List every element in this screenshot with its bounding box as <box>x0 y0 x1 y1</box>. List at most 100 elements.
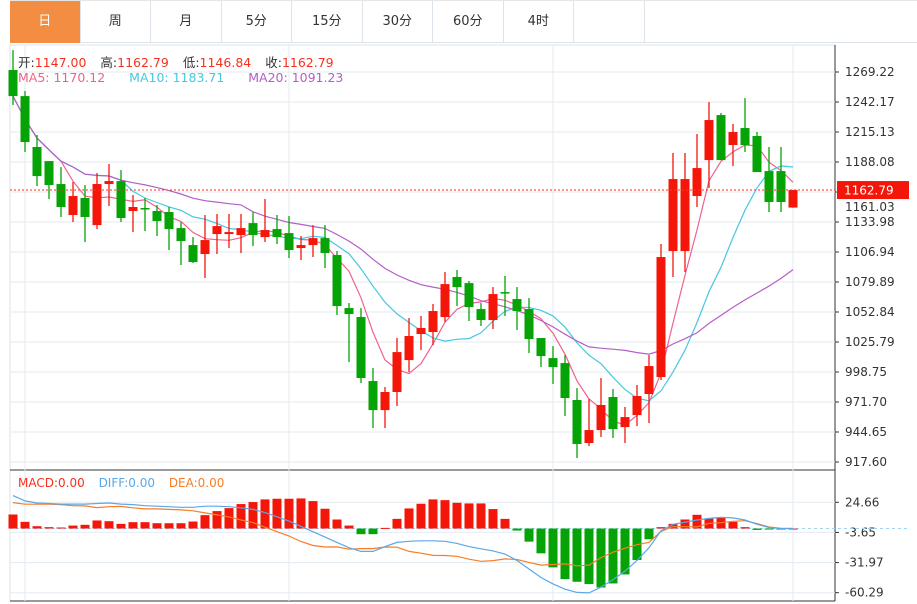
high-value: 1162.79 <box>117 55 169 70</box>
candle-body <box>680 179 690 252</box>
candle-body <box>512 299 522 312</box>
candle-body <box>20 96 30 143</box>
macd-bar <box>152 523 162 529</box>
candle <box>44 161 54 200</box>
macd-bar <box>380 527 390 529</box>
macd-bar <box>164 523 174 529</box>
macd-bar <box>68 525 78 529</box>
macd-bar <box>536 528 546 554</box>
candle-body <box>308 238 318 246</box>
candle-body <box>476 309 486 321</box>
tab-0[interactable]: 日 <box>10 1 81 43</box>
macd-bar <box>356 528 366 535</box>
macd-tick-label: -60.29 <box>845 586 884 600</box>
tab-5[interactable]: 30分 <box>363 1 433 43</box>
macd-bar <box>308 501 318 529</box>
candle <box>536 337 546 368</box>
macd-tick-label: 24.66 <box>845 495 879 509</box>
tab-1[interactable]: 周 <box>81 1 151 43</box>
macd-bar <box>464 503 474 529</box>
dea-value: DEA:0.00 <box>168 476 225 490</box>
price-tick-label: 971.70 <box>845 395 887 409</box>
macd-tick-label: -31.97 <box>845 556 884 570</box>
price-tick-label: 1052.84 <box>845 305 895 319</box>
macd-readout: MACD:0.00 DIFF:0.00 DEA:0.00 <box>18 476 224 490</box>
macd-value: MACD:0.00 <box>18 476 85 490</box>
tab-3[interactable]: 5分 <box>222 1 292 43</box>
candle-body <box>164 211 174 230</box>
candle <box>128 195 138 233</box>
candle <box>272 214 282 245</box>
ohlc-readout: 开:1147.00 高:1162.79 低:1146.84 收:1162.79 <box>18 52 334 71</box>
candle <box>716 113 726 161</box>
candle-body <box>740 128 750 146</box>
macd-bar <box>128 522 138 529</box>
price-tick-label: 1106.94 <box>845 245 895 259</box>
tab-4[interactable]: 15分 <box>292 1 363 43</box>
macd-bar <box>212 511 222 529</box>
macd-bar <box>440 500 450 529</box>
macd-bar <box>188 521 198 529</box>
candle <box>680 152 690 273</box>
diff-line <box>12 495 793 594</box>
candle <box>236 213 246 254</box>
candle-body <box>524 309 534 339</box>
candle-body <box>56 184 66 208</box>
candle <box>560 355 570 417</box>
price-tick-label: 1025.79 <box>845 335 895 349</box>
candle <box>500 275 510 317</box>
macd-bar <box>524 528 534 542</box>
candle <box>224 213 234 249</box>
diff-value: DIFF:0.00 <box>98 476 155 490</box>
candle <box>56 167 66 217</box>
candle <box>584 399 594 447</box>
macd-bar <box>32 526 42 529</box>
macd-bar <box>680 519 690 529</box>
macd-bar <box>452 502 462 529</box>
macd-bar <box>488 509 498 529</box>
candle <box>380 387 390 429</box>
low-label: 低: <box>182 55 200 70</box>
candle-body <box>224 232 234 235</box>
price-tick-label: 1079.89 <box>845 275 895 289</box>
ma20-value: MA20: 1091.23 <box>248 70 344 85</box>
candle <box>164 207 174 251</box>
candle-body <box>452 276 462 288</box>
candle <box>764 147 774 212</box>
macd-bar <box>20 521 30 529</box>
tab-7[interactable]: 4时 <box>504 1 574 43</box>
candle <box>296 236 306 261</box>
tab-2[interactable]: 月 <box>151 1 222 43</box>
candle-body <box>80 198 90 217</box>
candle-body <box>608 397 618 430</box>
candle <box>392 337 402 406</box>
candle-body <box>716 115 726 161</box>
candle <box>752 132 762 173</box>
candle-body <box>644 366 654 395</box>
tab-6[interactable]: 60分 <box>433 1 504 43</box>
macd-bar <box>764 528 774 530</box>
ma10-line <box>12 95 794 402</box>
price-tick-label: 998.75 <box>845 365 887 379</box>
candle <box>704 102 714 189</box>
price-tick-label: 917.60 <box>845 455 887 469</box>
candle-body <box>764 171 774 203</box>
macd-bar <box>344 525 354 529</box>
open-value: 1147.00 <box>34 55 87 70</box>
candle <box>248 211 258 247</box>
candle-body <box>176 228 186 242</box>
price-tick-label: 1161.03 <box>845 200 895 214</box>
candle <box>776 147 786 212</box>
candle <box>200 214 210 278</box>
candle-body <box>128 207 138 211</box>
candle <box>464 280 474 322</box>
candle-body <box>776 171 786 203</box>
macd-bar <box>512 528 522 531</box>
candle <box>80 185 90 243</box>
macd-bar <box>584 528 594 585</box>
candle-body <box>788 190 798 208</box>
candle-body <box>416 328 426 335</box>
macd-bar <box>620 528 630 575</box>
candle <box>428 304 438 346</box>
